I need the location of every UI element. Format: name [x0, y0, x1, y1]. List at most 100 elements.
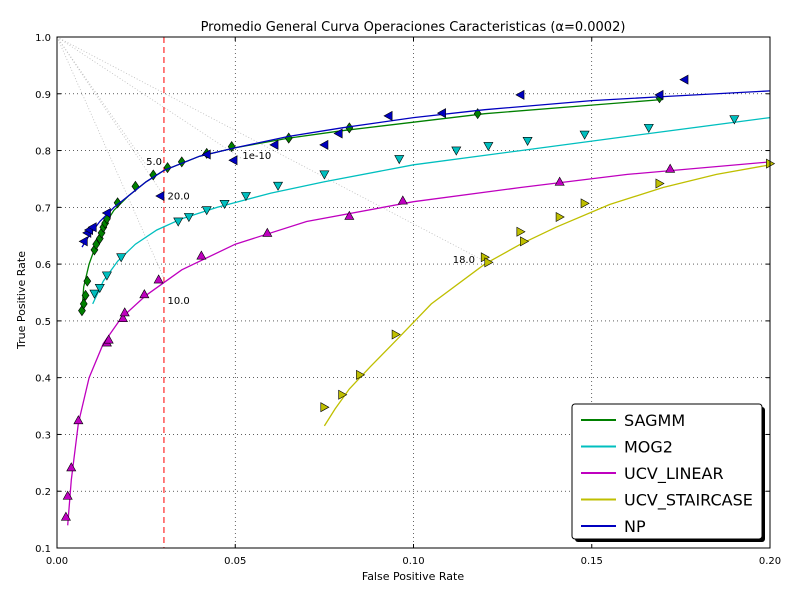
data-point-ucv-staircase [338, 389, 348, 400]
legend-label: NP [624, 517, 646, 536]
data-point-np [201, 149, 211, 160]
annotation-label: 20.0 [168, 191, 190, 202]
data-point-ucv-linear [554, 176, 565, 186]
legend-label: UCV_LINEAR [624, 464, 724, 484]
y-tick-label: 0.7 [35, 203, 51, 214]
data-point-ucv-staircase [555, 211, 565, 222]
data-point-mog2 [273, 181, 284, 191]
series-ucv-linear [60, 161, 771, 526]
y-tick-label: 0.2 [35, 487, 51, 498]
legend-box [571, 403, 763, 540]
annotation-label: 18.0 [453, 255, 475, 266]
annotation-label: 10.0 [168, 296, 190, 307]
data-point-mog2 [101, 271, 112, 281]
series-line-sagmm [81, 98, 664, 310]
data-point-mog2 [173, 217, 184, 227]
x-tick-label: 0.05 [224, 556, 246, 567]
series-line-ucv-linear [67, 161, 771, 526]
data-point-np [515, 89, 525, 100]
data-point-sagmm [92, 238, 101, 250]
data-point-np [78, 236, 88, 247]
series-line-np [81, 90, 771, 248]
data-point-np [101, 208, 111, 219]
data-point-np [383, 110, 393, 121]
data-point-np [155, 190, 165, 201]
data-point-ucv-staircase [320, 402, 330, 413]
data-point-mog2 [240, 192, 251, 202]
x-tick-label: 0.10 [402, 556, 424, 567]
data-point-ucv-linear [397, 195, 408, 205]
y-tick-label: 0.4 [35, 374, 51, 385]
x-tick-label: 0.15 [581, 556, 603, 567]
data-point-mog2 [89, 289, 100, 299]
guide-line [56, 36, 243, 160]
legend-label: SAGMM [624, 411, 685, 430]
data-point-ucv-linear [153, 274, 164, 284]
y-tick-label: 0.9 [35, 90, 51, 101]
series-ucv-staircase [320, 158, 776, 427]
data-point-ucv-staircase [516, 226, 526, 237]
data-point-sagmm [149, 169, 158, 181]
data-point-np [333, 128, 343, 139]
data-point-np [228, 155, 238, 166]
data-point-ucv-staircase [391, 329, 401, 340]
data-point-ucv-linear [103, 334, 114, 344]
data-point-np [87, 222, 97, 233]
grid-lines [57, 37, 770, 548]
data-point-ucv-linear [60, 511, 71, 521]
y-tick-label: 0.3 [35, 430, 51, 441]
data-point-ucv-staircase [520, 236, 530, 247]
series-line-ucv-staircase [323, 164, 771, 427]
series-mog2 [89, 115, 771, 305]
y-tick-label: 1.0 [35, 33, 51, 44]
data-point-np [319, 139, 329, 150]
data-point-np [654, 89, 664, 100]
data-point-mog2 [451, 146, 462, 156]
guide-line [56, 36, 165, 197]
guide-line [56, 36, 165, 279]
data-point-mog2 [643, 123, 654, 133]
guide-line [56, 36, 485, 262]
data-point-ucv-linear [139, 289, 150, 299]
guide-lines [56, 36, 485, 279]
data-point-sagmm [284, 132, 293, 144]
series-line-mog2 [92, 116, 771, 305]
legend-label: UCV_STAIRCASE [624, 491, 753, 511]
data-point-sagmm [81, 289, 90, 301]
annotation-label: 1e-10 [242, 151, 271, 162]
data-point-sagmm [227, 141, 236, 153]
data-point-np [436, 108, 446, 119]
data-point-mog2 [729, 115, 740, 125]
annotations: 5.0 1e-10 20.0 18.0 10.0 [146, 151, 475, 307]
data-point-ucv-linear [73, 415, 84, 425]
data-point-np [269, 139, 279, 150]
chart-title: Promedio General Curva Operaciones Carac… [201, 20, 626, 35]
data-point-mog2 [394, 155, 405, 165]
data-point-mog2 [483, 142, 494, 152]
series-np [78, 74, 771, 248]
data-point-ucv-linear [119, 307, 130, 317]
series-sagmm [78, 92, 664, 317]
y-tick-label: 0.8 [35, 147, 51, 158]
data-point-ucv-linear [262, 227, 273, 237]
data-point-mog2 [522, 137, 533, 147]
data-point-ucv-linear [62, 490, 73, 500]
legend-label: MOG2 [624, 438, 673, 457]
y-tick-label: 0.5 [35, 317, 51, 328]
data-point-mog2 [116, 253, 127, 263]
y-tick-label: 0.6 [35, 260, 51, 271]
data-point-sagmm [79, 298, 88, 310]
y-tick-label: 0.1 [35, 544, 51, 555]
x-axis-label: False Positive Rate [362, 570, 464, 583]
data-point-ucv-linear [665, 163, 676, 173]
x-tick-label: 0.20 [759, 556, 781, 567]
data-point-ucv-staircase [580, 198, 590, 209]
x-tick-label: 0.00 [46, 556, 68, 567]
series-layer [60, 74, 776, 526]
axis-ticks: 0.00 0.05 0.10 0.15 0.20 0.1 0.2 0.3 0.4 0.5 0.6 0.… [35, 33, 781, 567]
data-point-ucv-staircase [655, 178, 665, 189]
y-axis-label: True Positive Rate [15, 251, 28, 350]
guide-line [56, 36, 147, 165]
